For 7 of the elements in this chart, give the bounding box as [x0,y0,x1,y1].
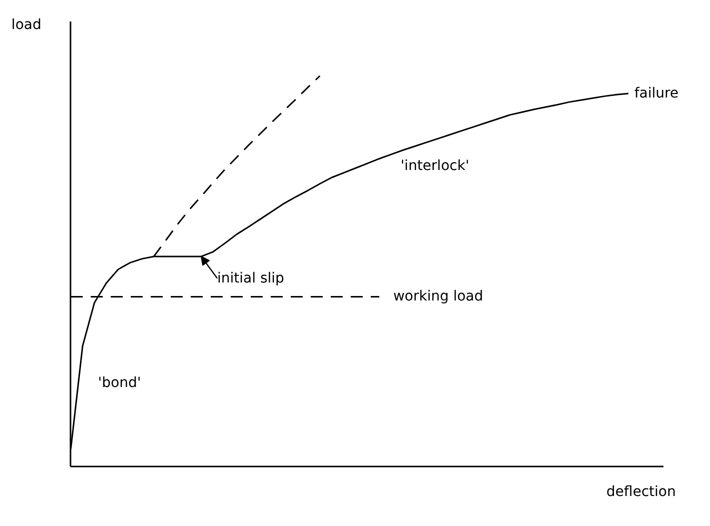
series-label: working load [393,288,484,305]
annotation: initial slip [217,270,284,286]
x-axis-title: deflection [606,484,676,500]
annotation: 'interlock' [400,158,470,174]
annotation: 'bond' [98,375,141,392]
annotation: failure [634,85,679,102]
y-axis-title: load [11,17,42,34]
